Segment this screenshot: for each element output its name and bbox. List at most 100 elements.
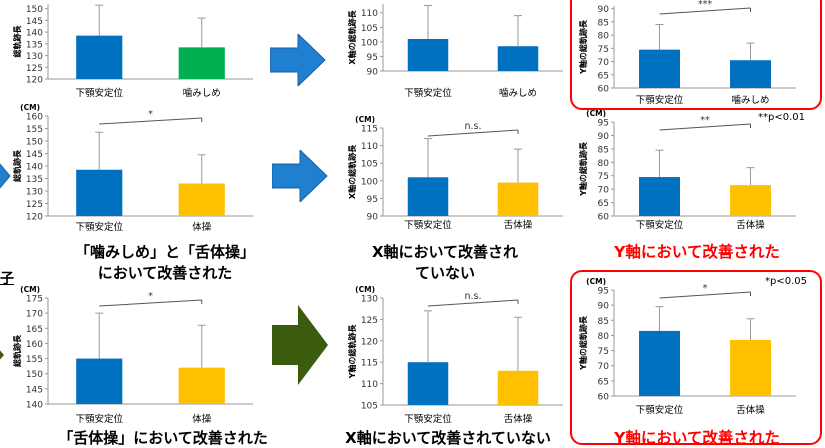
y-tick-label: 95 — [367, 53, 378, 63]
y-tick-label: 140 — [26, 401, 43, 411]
y-tick-label: 85 — [598, 18, 609, 28]
category-label: 噛みしめ — [183, 87, 221, 99]
y-tick-label: 95 — [598, 287, 609, 297]
y-tick-label: 140 — [26, 163, 43, 173]
category-label: 下顎安定位 — [75, 413, 123, 425]
y-tick-label: 70 — [598, 58, 610, 68]
bar — [407, 177, 449, 216]
y-tick-label: 160 — [26, 113, 43, 123]
unit-label: (CM) — [586, 109, 606, 118]
y-tick-label: 145 — [26, 17, 43, 27]
category-label: 舌体操 — [504, 219, 533, 231]
significance-bracket — [659, 123, 751, 131]
y-tick-label: 85 — [598, 145, 609, 155]
y-tick-label: 70 — [598, 362, 610, 372]
y-tick-label: 85 — [598, 317, 609, 327]
y-tick-label: 75 — [598, 172, 609, 182]
y-tick-label: 110 — [361, 380, 378, 390]
bar — [76, 358, 123, 404]
category-label: 下顎安定位 — [75, 87, 123, 99]
y-tick-label: 90 — [367, 68, 379, 78]
y-tick-label: 80 — [598, 159, 610, 169]
y-tick-label: 160 — [26, 340, 43, 350]
y-tick-label: 120 — [26, 213, 43, 223]
arrow-right-icon — [272, 150, 328, 202]
p-value-note: *p<0.05 — [765, 276, 807, 287]
bar — [178, 183, 225, 216]
significance-bracket — [99, 117, 202, 125]
y-axis-label: Y軸の総軌跡長 — [578, 141, 588, 197]
significance-bracket — [99, 299, 202, 307]
y-tick-label: 155 — [26, 355, 43, 365]
bar — [639, 49, 680, 88]
y-tick-label: 125 — [361, 316, 378, 326]
bar — [730, 60, 771, 88]
y-tick-label: 135 — [26, 40, 43, 50]
y-axis-label: 総軌跡長 — [12, 149, 22, 182]
significance-bracket — [427, 129, 519, 137]
chart-r2c1: 120 125 130 135 140 145 150 155 160(CM) 総軌跡長下顎安定位… — [12, 103, 253, 233]
caption-row3-left: 「舌体操」において改善された — [58, 429, 268, 447]
y-tick-label: 165 — [26, 325, 43, 335]
y-tick-label: 80 — [598, 332, 610, 342]
arrow-right-icon — [0, 163, 11, 189]
y-tick-label: 65 — [598, 377, 609, 387]
category-label: 舌体操 — [504, 413, 533, 425]
y-tick-label: 100 — [361, 177, 378, 187]
significance-label: * — [148, 109, 153, 120]
significance-bracket — [659, 7, 751, 15]
bar — [497, 370, 539, 405]
caption-row2-left-2: において改善された — [97, 264, 233, 282]
caption-row3-mid: X軸において改善されていない — [345, 429, 551, 447]
y-tick-label: 120 — [26, 76, 43, 86]
bar — [76, 169, 123, 216]
y-axis-label: Y軸の総軌跡長 — [347, 324, 357, 380]
unit-label: (CM) — [355, 115, 375, 124]
category-label: 体操 — [192, 413, 212, 425]
y-axis-label: X軸の総軌跡長 — [347, 9, 357, 64]
y-tick-label: 125 — [26, 64, 43, 74]
y-tick-label: 80 — [598, 32, 610, 42]
significance-label: * — [148, 291, 153, 302]
bar — [497, 182, 539, 216]
y-tick-label: 145 — [26, 150, 43, 160]
y-tick-label: 95 — [598, 119, 609, 129]
category-label: 舌体操 — [736, 404, 765, 416]
bar — [178, 47, 225, 79]
bar — [639, 330, 680, 396]
y-tick-label: 150 — [26, 370, 43, 380]
y-tick-label: 115 — [361, 359, 378, 369]
category-label: 下顎安定位 — [636, 404, 684, 416]
significance-bracket — [427, 299, 519, 307]
y-tick-label: 175 — [26, 295, 43, 305]
y-tick-label: 150 — [26, 5, 43, 15]
significance-label: * — [703, 283, 708, 294]
unit-label: (CM) — [355, 285, 375, 294]
y-tick-label: 110 — [361, 142, 378, 152]
y-tick-label: 170 — [26, 310, 43, 320]
y-tick-label: 90 — [598, 5, 610, 15]
y-tick-label: 155 — [26, 125, 43, 135]
caption-row3-right: Y軸において改善された — [614, 429, 780, 447]
y-tick-label: 60 — [598, 393, 610, 403]
y-axis-label: X軸の総軌跡長 — [347, 144, 357, 199]
category-label: 下顎安定位 — [404, 413, 452, 425]
y-tick-label: 100 — [361, 38, 378, 48]
y-tick-label: 75 — [598, 45, 609, 55]
significance-label: n.s. — [464, 291, 481, 302]
y-tick-label: 90 — [598, 302, 610, 312]
significance-bracket — [659, 291, 751, 299]
y-axis-label: 総軌跡長 — [12, 334, 22, 367]
y-tick-label: 120 — [361, 337, 378, 347]
y-tick-label: 130 — [26, 188, 43, 198]
y-axis-label: Y軸の総軌跡長 — [578, 315, 588, 371]
category-label: 下顎安定位 — [636, 219, 684, 231]
y-tick-label: 110 — [361, 9, 378, 19]
y-tick-label: 90 — [598, 132, 610, 142]
highlight-box-row1 — [570, 0, 822, 110]
y-tick-label: 90 — [367, 213, 379, 223]
